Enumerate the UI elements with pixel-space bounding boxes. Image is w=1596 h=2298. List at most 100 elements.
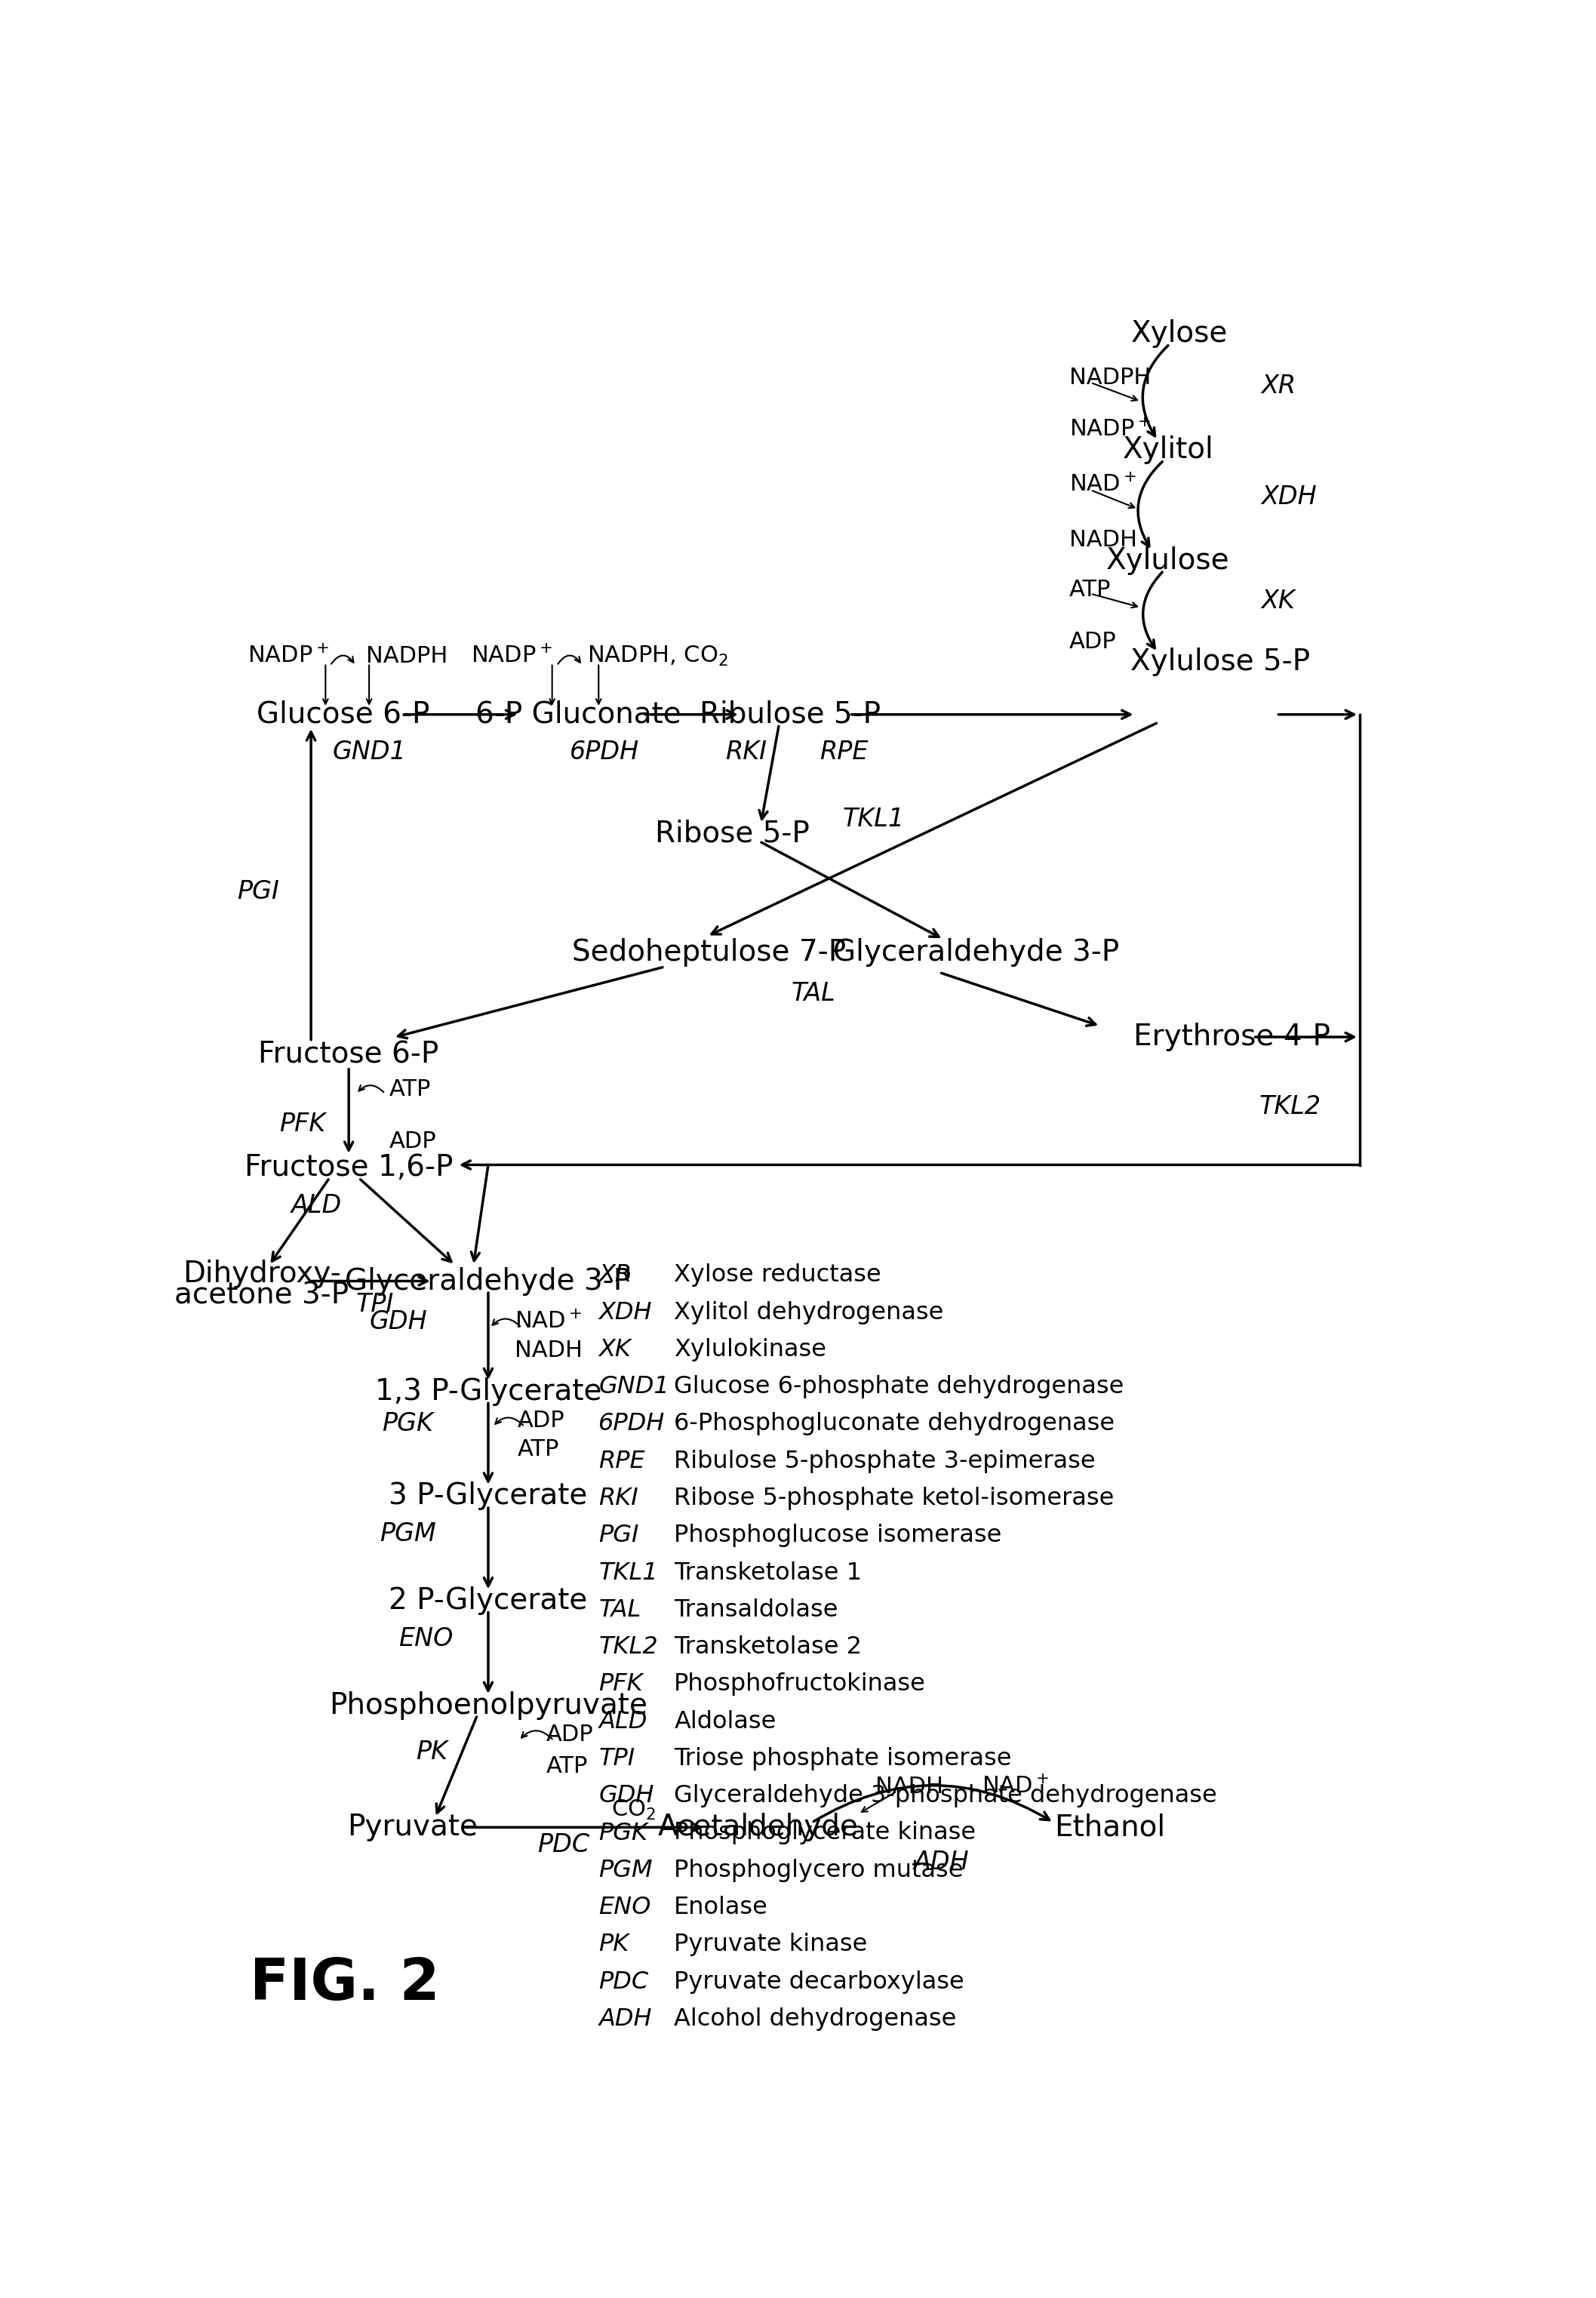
Text: PGM: PGM: [598, 1859, 653, 1882]
Text: Ethanol: Ethanol: [1055, 1813, 1165, 1841]
Text: Ribose 5-P: Ribose 5-P: [654, 820, 809, 848]
Text: ADP: ADP: [517, 1409, 565, 1432]
Text: Transketolase 1: Transketolase 1: [674, 1560, 862, 1586]
Text: Pyruvate: Pyruvate: [348, 1813, 477, 1841]
Text: Glyceraldehyde 3-phosphate dehydrogenase: Glyceraldehyde 3-phosphate dehydrogenase: [674, 1783, 1218, 1809]
Text: PFK: PFK: [598, 1673, 643, 1696]
Text: TAL: TAL: [598, 1599, 642, 1622]
Text: Phosphoglycero mutase: Phosphoglycero mutase: [674, 1859, 964, 1882]
Text: Acetaldehyde: Acetaldehyde: [658, 1813, 859, 1841]
Text: XK: XK: [1261, 588, 1294, 614]
Text: PDC: PDC: [598, 1969, 648, 1995]
Text: 1,3 P-Glycerate: 1,3 P-Glycerate: [375, 1377, 602, 1406]
Text: Aldolase: Aldolase: [674, 1710, 776, 1733]
Text: Sedoheptulose 7-P: Sedoheptulose 7-P: [571, 938, 846, 967]
Text: Phosphoglycerate kinase: Phosphoglycerate kinase: [674, 1822, 977, 1845]
Text: TPI: TPI: [598, 1746, 635, 1769]
Text: PFK: PFK: [279, 1112, 326, 1138]
Text: GND1: GND1: [332, 740, 405, 765]
Text: TPI: TPI: [356, 1291, 394, 1317]
Text: NAD$^+$: NAD$^+$: [514, 1310, 581, 1333]
Text: CO$_2$: CO$_2$: [611, 1797, 656, 1822]
Text: NADH: NADH: [876, 1776, 943, 1797]
Text: ENO: ENO: [399, 1627, 453, 1650]
Text: 6PDH: 6PDH: [598, 1413, 666, 1436]
Text: ALD: ALD: [292, 1193, 342, 1218]
Text: Pyruvate kinase: Pyruvate kinase: [674, 1933, 868, 1956]
Text: Xylulose: Xylulose: [1106, 547, 1231, 574]
Text: PK: PK: [598, 1933, 629, 1956]
Text: ADH: ADH: [913, 1850, 969, 1875]
Text: 6-Phosphogluconate dehydrogenase: 6-Phosphogluconate dehydrogenase: [674, 1413, 1116, 1436]
Text: NAD$^+$: NAD$^+$: [982, 1776, 1050, 1797]
Text: NADH: NADH: [514, 1340, 583, 1363]
Text: NADPH: NADPH: [1069, 365, 1151, 388]
Text: ATP: ATP: [389, 1078, 431, 1101]
Text: PK: PK: [417, 1740, 447, 1765]
Text: GDH: GDH: [598, 1783, 654, 1809]
Text: Fructose 6-P: Fructose 6-P: [259, 1041, 439, 1069]
Text: GND1: GND1: [598, 1374, 669, 1399]
Text: Fructose 1,6-P: Fructose 1,6-P: [244, 1154, 453, 1181]
Text: NADP$^+$: NADP$^+$: [471, 646, 552, 666]
Text: ADP: ADP: [1069, 632, 1117, 653]
Text: ENO: ENO: [598, 1896, 651, 1919]
Text: Phosphofructokinase: Phosphofructokinase: [674, 1673, 926, 1696]
Text: Glucose 6-P: Glucose 6-P: [257, 701, 429, 728]
Text: Pyruvate decarboxylase: Pyruvate decarboxylase: [674, 1969, 964, 1995]
Text: 6PDH: 6PDH: [570, 740, 640, 765]
Text: Ribulose 5-phosphate 3-epimerase: Ribulose 5-phosphate 3-epimerase: [674, 1450, 1096, 1473]
Text: Alcohol dehydrogenase: Alcohol dehydrogenase: [674, 2008, 956, 2031]
Text: PGM: PGM: [380, 1521, 436, 1547]
Text: XK: XK: [598, 1337, 630, 1360]
Text: Transketolase 2: Transketolase 2: [674, 1636, 862, 1659]
Text: Triose phosphate isomerase: Triose phosphate isomerase: [674, 1746, 1012, 1769]
Text: Enolase: Enolase: [674, 1896, 768, 1919]
Text: RKI: RKI: [598, 1487, 638, 1510]
Text: GDH: GDH: [369, 1310, 428, 1335]
Text: XR: XR: [598, 1264, 632, 1287]
Text: Phosphoenolpyruvate: Phosphoenolpyruvate: [329, 1691, 648, 1719]
Text: NADH: NADH: [1069, 529, 1138, 552]
Text: NADP$^+$: NADP$^+$: [1069, 418, 1151, 441]
Text: NADP$^+$: NADP$^+$: [247, 646, 329, 666]
Text: Ribose 5-phosphate ketol-isomerase: Ribose 5-phosphate ketol-isomerase: [674, 1487, 1114, 1510]
Text: Glucose 6-phosphate dehydrogenase: Glucose 6-phosphate dehydrogenase: [674, 1374, 1124, 1399]
Text: Xylulose 5-P: Xylulose 5-P: [1130, 648, 1310, 676]
Text: NADPH, CO$_2$: NADPH, CO$_2$: [587, 646, 728, 669]
Text: Phosphoglucose isomerase: Phosphoglucose isomerase: [674, 1524, 1002, 1547]
Text: NADPH: NADPH: [365, 646, 448, 666]
Text: Xylitol: Xylitol: [1122, 437, 1213, 464]
Text: Glyceraldehyde 3-P: Glyceraldehyde 3-P: [833, 938, 1119, 967]
Text: 2 P-Glycerate: 2 P-Glycerate: [389, 1586, 587, 1615]
Text: TKL2: TKL2: [598, 1636, 658, 1659]
Text: ATP: ATP: [1069, 579, 1111, 600]
Text: Ribulose 5-P: Ribulose 5-P: [699, 701, 881, 728]
Text: RPE: RPE: [819, 740, 868, 765]
Text: Transaldolase: Transaldolase: [674, 1599, 838, 1622]
Text: TKL2: TKL2: [1259, 1094, 1321, 1119]
Text: Xylose reductase: Xylose reductase: [674, 1264, 881, 1287]
Text: Xylose: Xylose: [1132, 319, 1227, 349]
Text: ADH: ADH: [598, 2008, 651, 2031]
Text: TAL: TAL: [792, 981, 836, 1007]
Text: PGI: PGI: [598, 1524, 638, 1547]
Text: ADP: ADP: [546, 1724, 594, 1744]
Text: 6-P Gluconate: 6-P Gluconate: [476, 701, 681, 728]
Text: FIG. 2: FIG. 2: [251, 1956, 440, 2013]
Text: TKL1: TKL1: [843, 807, 905, 832]
Text: ADP: ADP: [389, 1131, 437, 1154]
Text: Glyceraldehyde 3-P: Glyceraldehyde 3-P: [345, 1266, 632, 1296]
Text: XDH: XDH: [598, 1301, 651, 1324]
Text: TKL1: TKL1: [598, 1560, 658, 1586]
Text: XR: XR: [1261, 375, 1296, 398]
Text: XDH: XDH: [1261, 485, 1317, 510]
Text: PGI: PGI: [236, 880, 279, 903]
Text: acetone 3-P: acetone 3-P: [174, 1282, 350, 1310]
Text: PGK: PGK: [381, 1411, 433, 1436]
Text: RKI: RKI: [726, 740, 768, 765]
Text: PGK: PGK: [598, 1822, 648, 1845]
Text: RPE: RPE: [598, 1450, 645, 1473]
Text: PDC: PDC: [538, 1832, 591, 1857]
Text: Xylitol dehydrogenase: Xylitol dehydrogenase: [674, 1301, 943, 1324]
